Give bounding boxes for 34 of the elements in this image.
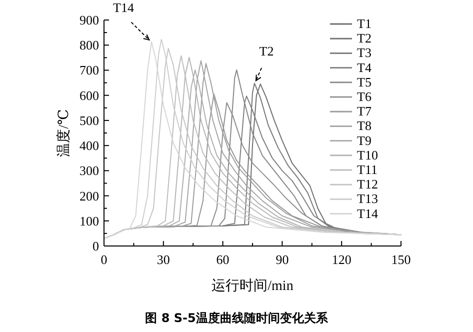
x-tick-label: 30: [156, 252, 170, 267]
legend-label: T1: [357, 16, 372, 31]
legend-label: T13: [357, 191, 378, 206]
legend-label: T8: [357, 118, 372, 134]
y-axis-title: 温度/℃: [56, 109, 72, 157]
y-tick-label: 400: [80, 138, 99, 154]
x-tick-label: 150: [391, 252, 411, 267]
y-tick-label: 800: [80, 38, 99, 53]
legend-label: T3: [357, 45, 372, 60]
legend-label: T7: [357, 104, 372, 119]
y-tick-label: 500: [80, 112, 99, 128]
caption: 图 8 S-5温度曲线随时间变化关系: [145, 311, 329, 325]
y-tick-label: 100: [80, 213, 99, 228]
x-tick-label: 60: [216, 252, 230, 267]
legend-label: T9: [357, 132, 372, 148]
y-tick-label: 600: [80, 88, 99, 103]
x-tick-label: 90: [276, 252, 289, 267]
legend-label: T11: [357, 162, 378, 177]
legend-label: T4: [357, 60, 372, 75]
legend-label: T5: [357, 74, 372, 90]
annotation: T2: [259, 43, 274, 58]
legend-label: T2: [357, 30, 372, 46]
y-tick-label: 300: [80, 163, 99, 178]
legend-label: T12: [357, 176, 378, 192]
x-tick-label: 120: [332, 252, 352, 267]
legend-label: T10: [357, 147, 378, 162]
y-tick-label: 200: [80, 188, 99, 204]
y-tick-label: 700: [80, 62, 99, 78]
legend-label: T14: [357, 206, 378, 221]
legend-label: T6: [357, 89, 372, 104]
y-tick-label: 900: [80, 12, 99, 28]
annotation: T14: [113, 0, 134, 15]
x-axis-title: 运行时间/min: [212, 278, 294, 294]
y-tick-label: 0: [92, 238, 99, 254]
